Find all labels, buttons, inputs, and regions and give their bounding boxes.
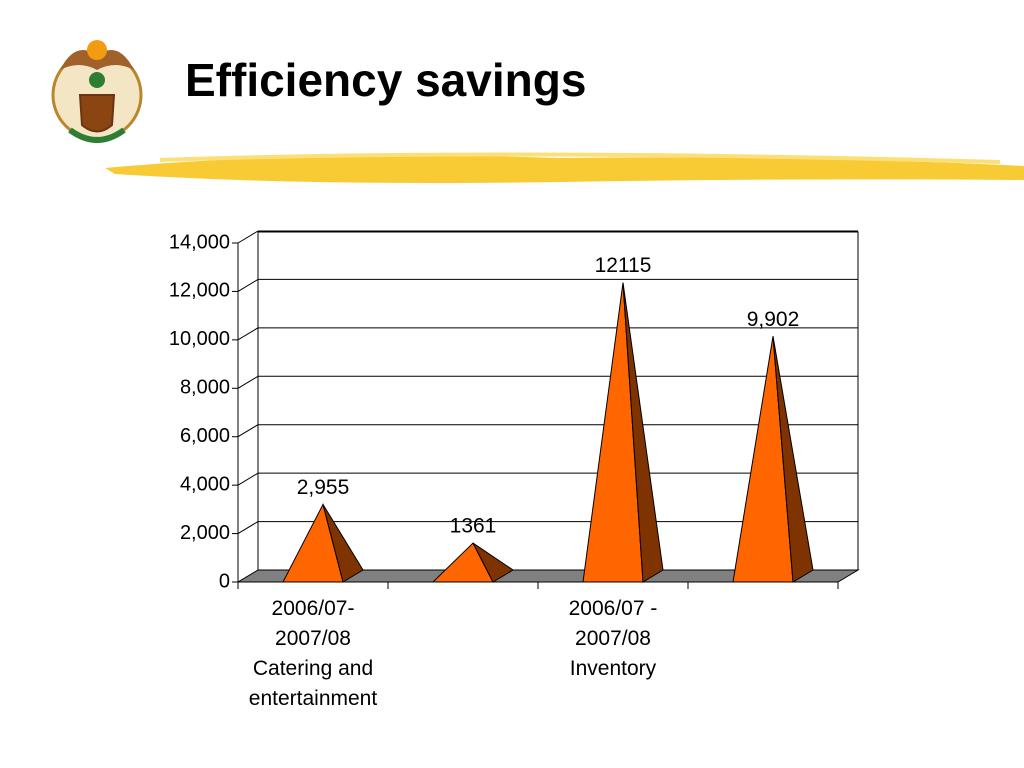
- y-tick-label: 0: [219, 570, 230, 592]
- y-tick-label: 6,000: [180, 425, 230, 447]
- chart-title: Efficiency savings: [185, 54, 586, 106]
- pyramid-side: [472, 542, 514, 583]
- value-label: 2,955: [297, 476, 350, 499]
- y-tick-label: 2,000: [180, 522, 230, 544]
- grid-line: [237, 424, 259, 438]
- brush-stroke: [159, 152, 1001, 164]
- y-tick-label: 14,000: [169, 231, 230, 253]
- pyramid-side: [322, 504, 364, 583]
- grid-line: [237, 278, 259, 292]
- logo: [51, 40, 143, 143]
- y-tick-label: 12,000: [169, 280, 230, 302]
- grid-line: [237, 472, 259, 486]
- y-tick-label: 8,000: [180, 377, 230, 399]
- pyramid-side: [622, 282, 664, 583]
- value-label: 1361: [450, 515, 497, 538]
- value-label: 9,902: [747, 308, 800, 331]
- grid-line: [237, 230, 259, 244]
- grid-line: [237, 327, 259, 341]
- y-tick-label: 10,000: [169, 328, 230, 350]
- x-tick-label: 2006/07 - 2007/08 Inventory: [568, 597, 658, 680]
- y-tick-label: 4,000: [180, 473, 230, 495]
- x-tick-label: 2006/07- 2007/08 Catering and entertainm…: [248, 597, 378, 710]
- grid-line: [237, 521, 259, 535]
- brush-stroke: [105, 155, 1024, 183]
- pyramid-side: [772, 336, 814, 583]
- grid-line: [237, 375, 259, 389]
- value-label: 12115: [595, 254, 652, 277]
